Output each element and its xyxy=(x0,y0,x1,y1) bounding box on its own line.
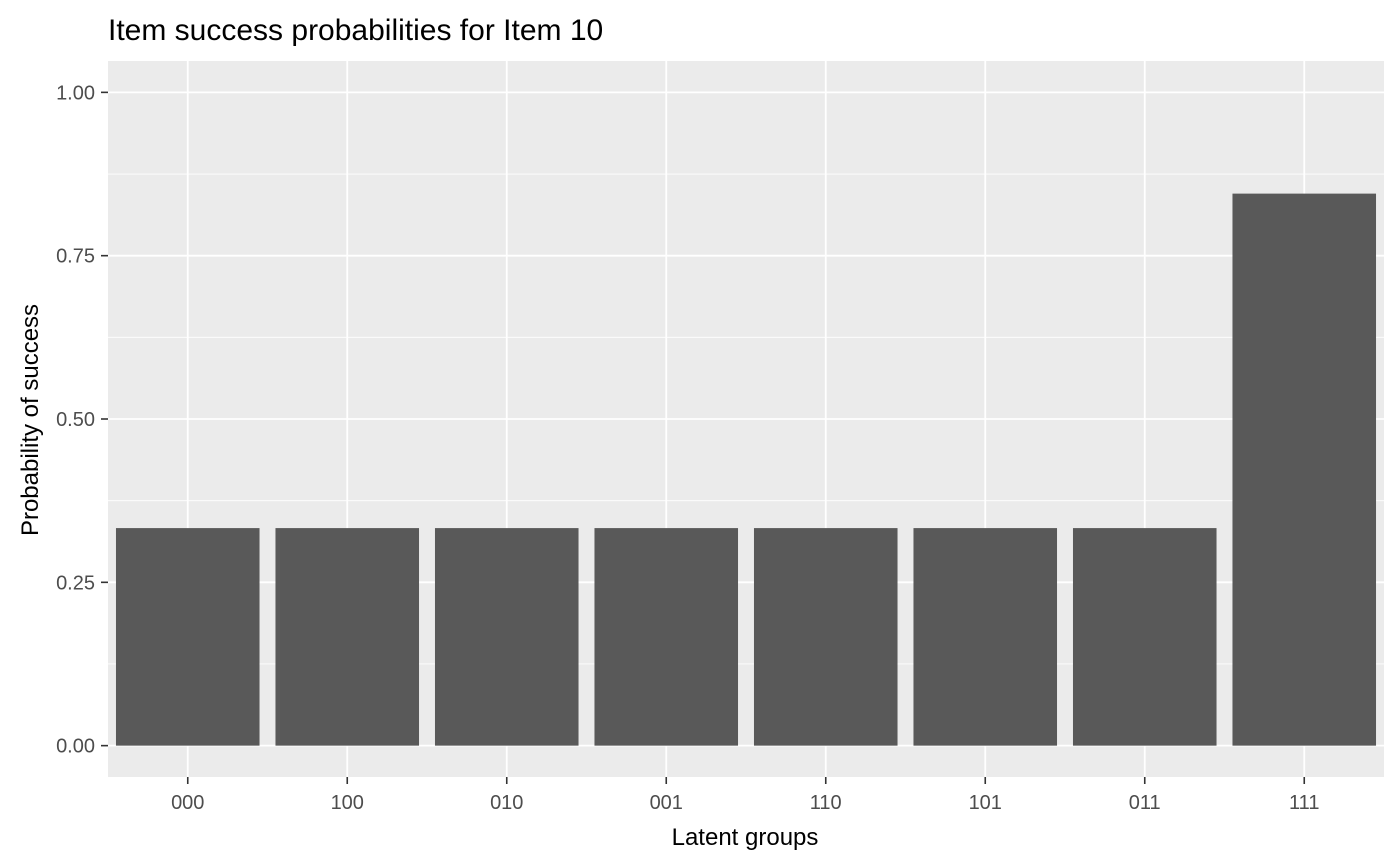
bar-111 xyxy=(1232,193,1377,746)
y-tick-label: 0.50 xyxy=(56,409,95,431)
bar-010 xyxy=(434,528,579,746)
x-axis-title: Latent groups xyxy=(672,824,819,851)
x-tick-label: 011 xyxy=(1129,792,1161,814)
x-tick-label: 101 xyxy=(969,792,1002,814)
y-tick-label: 0.75 xyxy=(56,246,95,268)
y-tick-label: 1.00 xyxy=(56,82,95,104)
bars xyxy=(115,193,1377,746)
y-tick-label: 0.00 xyxy=(56,736,95,758)
x-tick-label: 010 xyxy=(490,792,523,814)
x-tick-label: 100 xyxy=(331,792,364,814)
bar-101 xyxy=(913,528,1058,746)
bar-000 xyxy=(115,528,260,746)
x-tick-label: 110 xyxy=(810,792,842,814)
x-axis: 000 100 010 001 110 101 011 111 xyxy=(171,777,1319,814)
x-tick-label: 001 xyxy=(650,792,683,814)
y-axis-title: Probability of success xyxy=(17,304,44,536)
y-axis: 0.00 0.25 0.50 0.75 1.00 xyxy=(56,82,108,758)
bar-001 xyxy=(594,528,739,746)
bar-100 xyxy=(275,528,420,746)
chart-title: Item success probabilities for Item 10 xyxy=(108,14,603,47)
bar-011 xyxy=(1072,528,1217,746)
x-tick-label: 000 xyxy=(171,792,204,814)
y-tick-label: 0.25 xyxy=(56,572,95,594)
x-tick-label: 111 xyxy=(1289,792,1319,814)
bar-110 xyxy=(753,528,898,746)
